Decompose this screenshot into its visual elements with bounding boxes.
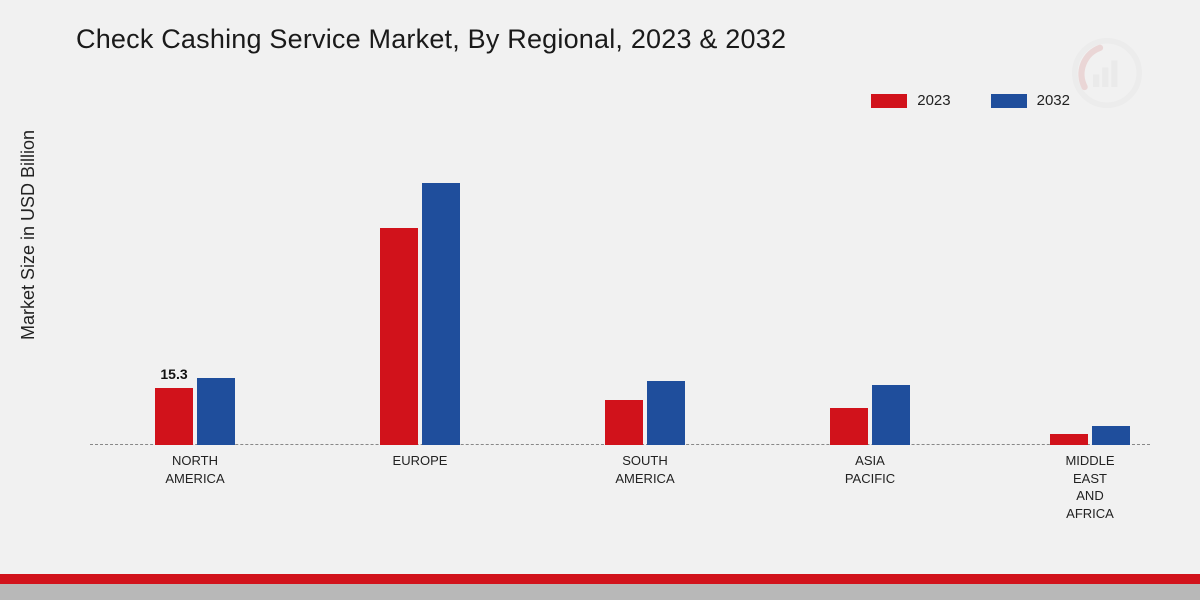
brand-watermark: [1072, 38, 1142, 108]
bar-group-asia_pacific: [830, 385, 910, 445]
bar-meafrica-2032: [1092, 426, 1130, 445]
legend-swatch-2023: [871, 94, 907, 108]
footer-base-bar: [0, 584, 1200, 600]
legend-label-2023: 2023: [917, 92, 950, 109]
bar-asia_pacific-2032: [872, 385, 910, 445]
bar-north_america-2032: [197, 378, 235, 446]
legend-item-2023: 2023: [871, 92, 950, 109]
bar-group-north_america: 15.3: [155, 378, 235, 446]
legend-swatch-2032: [991, 94, 1027, 108]
bar-meafrica-2023: [1050, 434, 1088, 445]
data-label-north_america: 15.3: [160, 366, 187, 382]
footer-accent-bar: [0, 574, 1200, 584]
bar-north_america-2023: [155, 388, 193, 445]
plot-area: 15.3: [90, 145, 1150, 445]
y-axis-label: Market Size in USD Billion: [18, 130, 39, 340]
x-label-north_america: NORTH AMERICA: [165, 452, 224, 487]
bar-group-south_america: [605, 381, 685, 445]
chart-title: Check Cashing Service Market, By Regiona…: [76, 24, 786, 55]
bar-europe-2023: [380, 228, 418, 446]
x-label-asia_pacific: ASIA PACIFIC: [845, 452, 895, 487]
bar-group-europe: [380, 183, 460, 446]
bar-europe-2032: [422, 183, 460, 446]
legend: 2023 2032: [871, 92, 1070, 109]
bar-south_america-2032: [647, 381, 685, 445]
bar-group-meafrica: [1050, 426, 1130, 445]
legend-item-2032: 2032: [991, 92, 1070, 109]
x-label-meafrica: MIDDLE EAST AND AFRICA: [1065, 452, 1114, 522]
bar-south_america-2023: [605, 400, 643, 445]
x-label-south_america: SOUTH AMERICA: [615, 452, 674, 487]
legend-label-2032: 2032: [1037, 92, 1070, 109]
x-axis-labels: NORTH AMERICA EUROPE SOUTH AMERICA ASIA PAC…: [90, 452, 1150, 542]
x-label-europe: EUROPE: [393, 452, 448, 470]
bar-asia_pacific-2023: [830, 408, 868, 446]
